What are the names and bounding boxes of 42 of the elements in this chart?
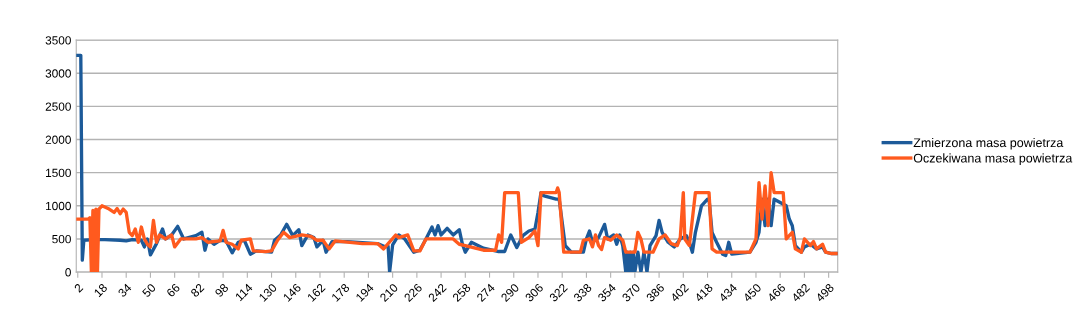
x-tick-label: 194 <box>355 282 375 302</box>
legend-label: Oczekiwana masa powietrza <box>913 153 1073 165</box>
x-tick-label: 386 <box>645 283 665 303</box>
x-tick-label: 66 <box>166 283 181 298</box>
x-tick-label: 178 <box>331 283 350 302</box>
y-tick-label: 0 <box>65 268 71 277</box>
x-tick-label: 274 <box>476 282 496 303</box>
x-tick-label: 50 <box>141 283 157 298</box>
x-tick-label: 498 <box>815 283 835 303</box>
x-tick-label: 162 <box>306 283 326 302</box>
x-tick-label: 306 <box>524 283 544 303</box>
legend-label: Zmierzona masa powietrza <box>913 137 1064 150</box>
x-tick-label: 322 <box>548 283 568 303</box>
x-tick-label: 18 <box>93 283 108 298</box>
x-tick-label: 450 <box>742 283 762 303</box>
x-tick-label: 114 <box>234 283 254 302</box>
y-tick-label: 3000 <box>45 69 71 78</box>
x-tick-label: 290 <box>500 283 520 303</box>
y-tick-label: 2000 <box>45 135 71 144</box>
x-tick-label: 34 <box>117 282 133 298</box>
x-tick-label: 2 <box>73 283 84 293</box>
y-tick-label: 1000 <box>46 201 71 211</box>
y-tick-label: 2500 <box>45 102 71 111</box>
x-tick-label: 354 <box>597 282 617 303</box>
x-tick-label: 482 <box>790 283 811 303</box>
x-tick-label: 402 <box>669 283 690 303</box>
x-tick-label: 370 <box>621 283 641 303</box>
x-tick-label: 210 <box>379 283 399 303</box>
x-tick-label: 418 <box>694 283 714 303</box>
x-tick-label: 258 <box>452 283 472 303</box>
x-tick-label: 434 <box>718 282 738 303</box>
x-tick-label: 82 <box>190 283 205 298</box>
x-tick-label: 242 <box>427 283 447 303</box>
x-tick-label: 130 <box>258 283 278 302</box>
x-tick-label: 98 <box>214 283 229 298</box>
x-tick-label: 226 <box>403 283 423 303</box>
y-tick-label: 500 <box>52 234 71 244</box>
x-tick-label: 466 <box>766 283 786 303</box>
y-tick-label: 1500 <box>46 168 71 178</box>
x-tick-label: 146 <box>282 283 302 302</box>
y-tick-label: 3500 <box>45 36 71 45</box>
x-tick-label: 338 <box>573 283 593 303</box>
